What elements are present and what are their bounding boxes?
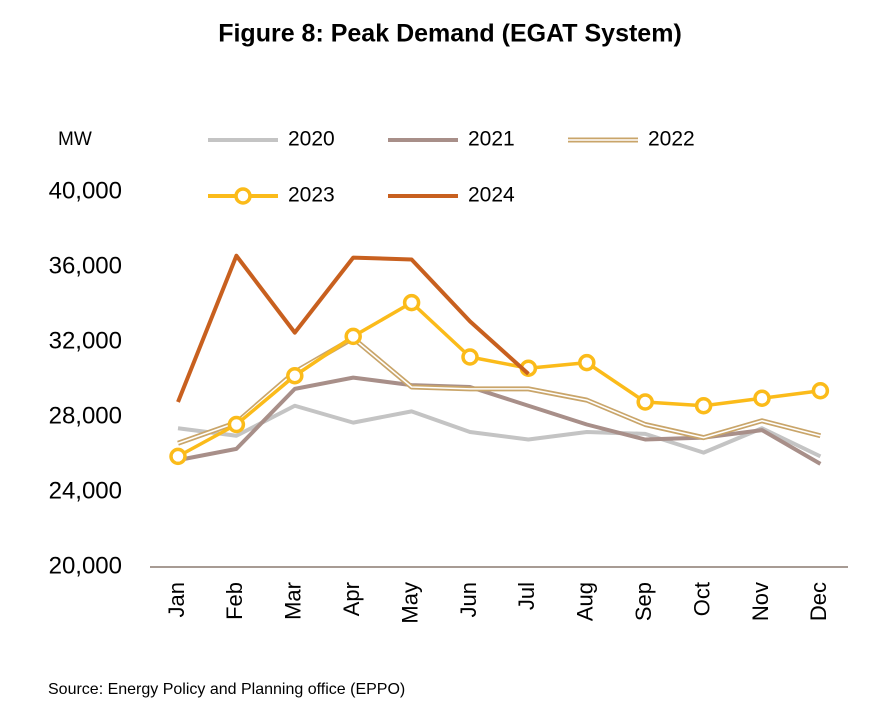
x-tick-label: Feb [222, 582, 247, 620]
series-line-inner [177, 337, 821, 445]
legend-label: 2023 [288, 184, 335, 207]
x-tick-label: Apr [339, 582, 364, 616]
data-point [636, 393, 654, 411]
x-tick-label: Oct [689, 582, 714, 616]
y-tick-label: 24,000 [49, 477, 122, 504]
chart-title: Figure 8: Peak Demand (EGAT System) [218, 20, 682, 48]
x-tick-label: Jun [456, 582, 481, 617]
series-line [176, 253, 530, 403]
source: Source: Energy Policy and Planning offic… [48, 681, 405, 698]
legend-label: 2021 [468, 128, 515, 151]
data-point [169, 447, 187, 466]
y-tick-label: 36,000 [49, 252, 122, 279]
data-point [578, 353, 596, 372]
y-tick-label: 20,000 [49, 552, 122, 579]
x-tick-label: Nov [748, 582, 773, 621]
x-tick-label: Dec [806, 582, 831, 621]
data-point [286, 367, 304, 385]
y-tick-label: 32,000 [49, 327, 122, 354]
x-tick-label: May [397, 582, 422, 624]
x-tick-label: Sep [631, 582, 656, 621]
data-point [461, 348, 479, 366]
data-point [753, 389, 771, 407]
legend-label: 2024 [468, 184, 515, 207]
legend-label: 2020 [288, 128, 335, 151]
x-tick-label: Jul [514, 582, 539, 610]
y-unit: MW [58, 129, 92, 150]
data-point [227, 415, 246, 434]
x-tick-label: Mar [281, 582, 306, 620]
series-line [177, 300, 821, 458]
data-point [344, 327, 362, 346]
series-line [177, 403, 822, 459]
data-point [811, 382, 830, 400]
x-tick-label: Aug [573, 582, 598, 621]
x-tick-label: Jan [164, 582, 189, 617]
y-tick-label: 40,000 [49, 177, 122, 204]
legend-marker [234, 187, 252, 205]
data-point [402, 293, 421, 312]
y-tick-label: 28,000 [49, 402, 122, 429]
legend-label: 2022 [648, 128, 695, 151]
data-point [694, 397, 713, 415]
